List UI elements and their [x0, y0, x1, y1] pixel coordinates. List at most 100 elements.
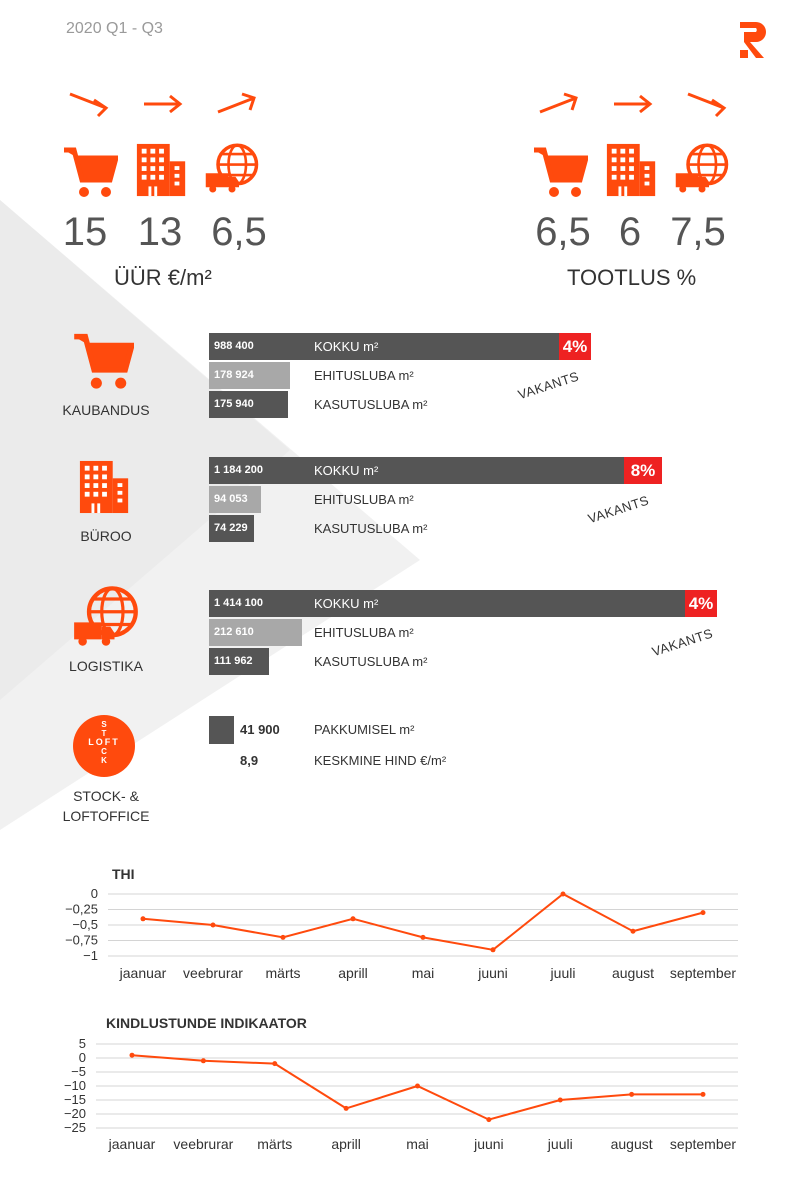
segment-name-logistics: LOGISTIKA: [69, 658, 143, 674]
data-point: [560, 891, 566, 897]
segment-name-retail: KAUBANDUS: [62, 402, 150, 418]
data-point: [343, 1105, 349, 1111]
data-point: [486, 1117, 492, 1123]
segment-name-stock: STOCK- & LOFTOFFICE: [62, 788, 150, 824]
rent-label: ÜÜR €/m²: [114, 265, 212, 290]
use-label: KASUTUSLUBA m²: [314, 397, 428, 412]
thi-line-chart: 0−0,25−0,5−0,75−1 jaanuar veebrurar märts ap…: [65, 886, 738, 981]
brand-logo: [740, 22, 766, 58]
y-tick-label: −0,5: [72, 917, 98, 932]
yield-value-logistics: 7,5: [670, 210, 726, 254]
cart-icon: [74, 333, 134, 389]
x-tick-label: märts: [257, 1136, 292, 1152]
pending-label: PAKKUMISEL m²: [314, 722, 415, 737]
rent-value-office: 13: [137, 210, 183, 254]
total-bar: 1 414 100: [209, 590, 685, 617]
x-tick-label: juuli: [547, 1136, 573, 1152]
x-tick-label: märts: [266, 965, 301, 981]
permit-bar: 178 924: [209, 362, 290, 389]
data-point: [280, 934, 286, 940]
data-point: [415, 1083, 420, 1089]
x-tick-label: august: [612, 965, 654, 981]
logistics-icon: [675, 143, 729, 193]
y-tick-label: −5: [71, 1064, 86, 1079]
arrow-icon: [539, 92, 578, 114]
series-line: [142, 892, 704, 951]
arrow-icon: [614, 94, 653, 114]
x-tick-label: mai: [412, 965, 435, 981]
data-point: [350, 916, 356, 922]
y-tick-label: 0: [79, 1050, 86, 1065]
logistics-icon: [205, 143, 259, 193]
x-tick-label: august: [611, 1136, 653, 1152]
y-tick-label: 5: [79, 1036, 86, 1051]
data-point: [557, 1097, 563, 1103]
x-tick-label: veebrurar: [183, 965, 243, 981]
svg-text:K: K: [101, 756, 107, 765]
use-label: KASUTUSLUBA m²: [314, 521, 428, 536]
y-tick-label: −0,25: [65, 902, 98, 917]
office-icon: [79, 460, 129, 514]
yield-label: TOOTLUS %: [567, 265, 697, 290]
svg-text:C: C: [101, 747, 107, 756]
chart-title-thi: THI: [112, 866, 135, 882]
arrow-icon: [217, 92, 256, 114]
y-tick-label: −20: [64, 1106, 86, 1121]
data-point: [129, 1052, 135, 1058]
data-point: [629, 1091, 635, 1097]
use-label: KASUTUSLUBA m²: [314, 654, 428, 669]
data-point: [272, 1061, 278, 1067]
cart-icon: [64, 147, 118, 197]
vacancy-badge: 4%: [559, 333, 591, 360]
period-label: 2020 Q1 - Q3: [66, 20, 163, 37]
data-point: [140, 916, 146, 922]
logistics-icon: [74, 586, 138, 646]
total-bar: 988 400: [209, 333, 559, 360]
chart-title-confidence: KINDLUSTUNDE INDIKAATOR: [106, 1015, 307, 1031]
permit-label: EHITUSLUBA m²: [314, 492, 414, 507]
pending-bar: [209, 716, 234, 744]
data-point: [210, 922, 216, 928]
arrow-icon: [144, 94, 183, 114]
total-bar: 1 184 200: [209, 457, 624, 484]
x-tick-label: aprill: [338, 965, 368, 981]
svg-text:LOFT: LOFT: [88, 737, 120, 747]
yield-value-retail: 6,5: [535, 210, 591, 254]
avg-price-label: KESKMINE HIND €/m²: [314, 753, 447, 768]
rent-value-logistics: 6,5: [211, 210, 267, 254]
data-point: [420, 934, 426, 940]
total-label: KOKKU m²: [314, 463, 379, 478]
x-tick-label: aprill: [331, 1136, 361, 1152]
total-label: KOKKU m²: [314, 339, 379, 354]
permit-label: EHITUSLUBA m²: [314, 625, 414, 640]
x-tick-label: juuni: [477, 965, 508, 981]
confidence-line-chart: 50−5−10−15−20−25 jaanuar veebrurar märts apr…: [64, 1036, 738, 1152]
x-tick-label: juuni: [473, 1136, 504, 1152]
yield-value-office: 6: [618, 210, 642, 254]
permit-bar: 212 610: [209, 619, 302, 646]
x-tick-label: mai: [406, 1136, 429, 1152]
x-tick-label: veebrurar: [173, 1136, 233, 1152]
arrow-icon: [687, 92, 727, 118]
permit-bar: 94 053: [209, 486, 261, 513]
svg-text:T: T: [102, 729, 107, 738]
y-tick-label: −15: [64, 1092, 86, 1107]
y-tick-label: −25: [64, 1120, 86, 1135]
rent-value-retail: 15: [62, 210, 108, 254]
use-bar: 175 940: [209, 391, 288, 418]
y-tick-label: −10: [64, 1078, 86, 1093]
y-tick-label: −1: [83, 948, 98, 963]
y-tick-label: 0: [91, 886, 98, 901]
x-tick-label: september: [670, 1136, 736, 1152]
svg-text:S: S: [101, 720, 107, 729]
segment-name-office: BÜROO: [80, 528, 132, 544]
data-point: [200, 1058, 206, 1064]
office-icon: [606, 143, 656, 197]
x-tick-label: jaanuar: [119, 965, 167, 981]
y-tick-label: −0,75: [65, 933, 98, 948]
data-point: [700, 910, 706, 916]
x-tick-label: september: [670, 965, 736, 981]
office-icon: [136, 143, 186, 197]
data-point: [700, 1091, 706, 1097]
